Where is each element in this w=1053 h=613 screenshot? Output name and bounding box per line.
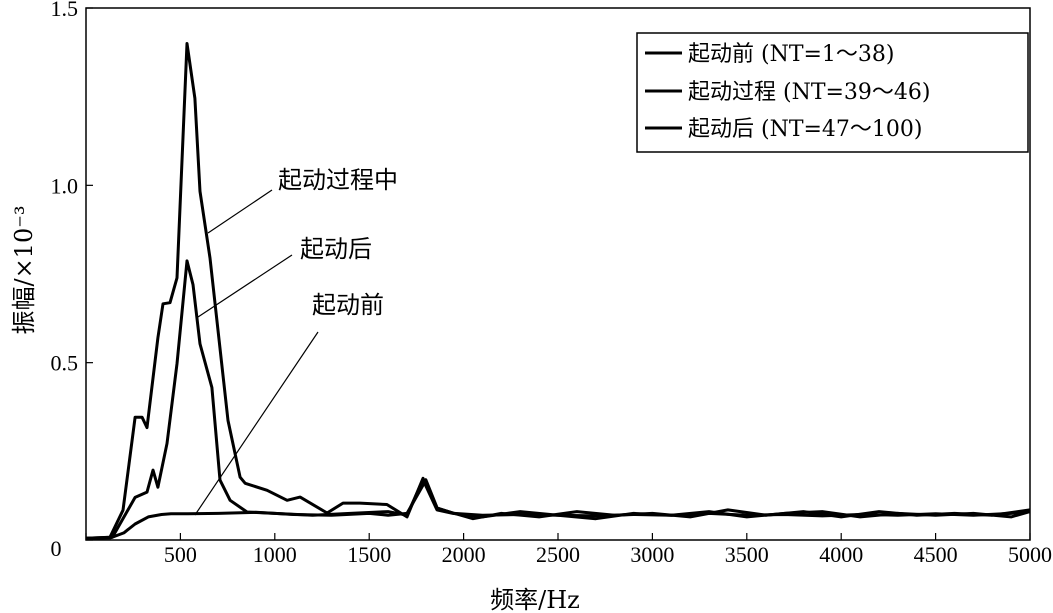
annotation-leader-process <box>207 189 273 234</box>
x-tick-label: 1500 <box>347 542 391 567</box>
annotation-after: 起动后 <box>300 235 372 263</box>
series-before-start-line <box>85 478 1031 540</box>
annotation-leader-after <box>197 254 293 318</box>
annotation-process: 起动过程中 <box>278 166 398 194</box>
x-tick-label: 1000 <box>253 542 297 567</box>
series-after-start-line <box>85 259 1031 540</box>
x-tick-label: 2500 <box>536 542 580 567</box>
legend-label-before: 起动前 (NT=1～38) <box>688 42 895 67</box>
x-tick-label: 2000 <box>442 542 486 567</box>
legend-label-process: 起动过程 (NT=39～46) <box>688 80 931 105</box>
x-tick-label: 500 <box>164 542 197 567</box>
annotation-leader-before <box>194 331 319 516</box>
x-tick-label: 0 <box>51 536 62 561</box>
y-axis-label: 振幅/×10⁻³ <box>10 205 38 334</box>
y-tick-label: 1.0 <box>51 173 79 198</box>
legend-box <box>636 32 1029 153</box>
legend: 起动前 (NT=1～38) 起动过程 (NT=39～46) 起动后 (NT=47… <box>636 32 1029 153</box>
y-tick-label: 1.5 <box>51 0 79 21</box>
x-tick-label: 5000 <box>1008 542 1052 567</box>
x-tick-label: 3000 <box>630 542 674 567</box>
x-axis-label: 频率/Hz <box>490 586 580 613</box>
legend-label-after: 起动后 (NT=47～100) <box>688 117 923 142</box>
annotation-before: 起动前 <box>312 291 384 319</box>
x-tick-label: 4500 <box>914 542 958 567</box>
x-tick-label: 3500 <box>725 542 769 567</box>
x-tick-label: 4000 <box>819 542 863 567</box>
y-tick-label: 0.5 <box>51 351 79 376</box>
